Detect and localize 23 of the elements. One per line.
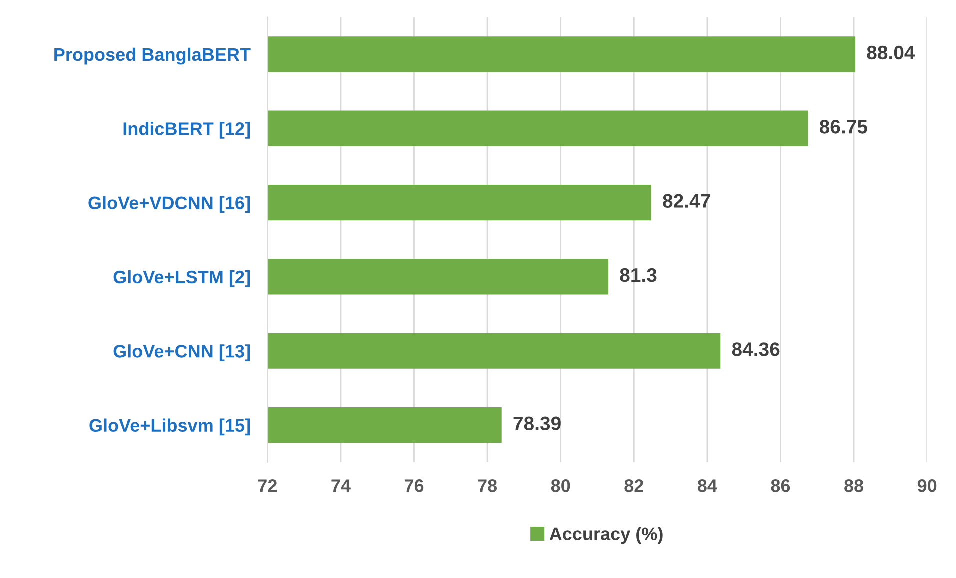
y-tick-label: GloVe+Libsvm [15] [90, 418, 250, 436]
y-tick-label: GloVe+VDCNN [16] [88, 196, 250, 214]
x-tick-label: 90 [918, 480, 937, 492]
x-tick-label: 88 [844, 480, 864, 492]
text: 81.3 [620, 268, 657, 282]
x-tick-label: 74 [332, 480, 351, 492]
x-tick-label: 72 [258, 480, 277, 492]
y-tick-label: GloVe+CNN [13] [114, 344, 250, 362]
x-tick-label: 82 [624, 480, 644, 492]
y-tick-label: GloVe+LSTM [2] [114, 270, 250, 288]
x-tick-label: 78 [478, 480, 498, 492]
text: 84.36 [732, 342, 780, 356]
x-tick-label: 76 [405, 480, 424, 492]
text: 82.47 [663, 194, 710, 208]
y-tick-label: Proposed BanglaBERT [54, 48, 251, 65]
y-tick-label: IndicBERT [12] [124, 122, 250, 139]
x-tick-label: 84 [698, 480, 718, 492]
x-tick-label: 86 [771, 480, 790, 492]
x-tick-label: 80 [551, 480, 570, 492]
text: 88.04 [867, 46, 916, 60]
text: 86.75 [820, 120, 868, 134]
text: 78.39 [514, 416, 561, 431]
legend-label: Accuracy (%) [550, 527, 663, 544]
